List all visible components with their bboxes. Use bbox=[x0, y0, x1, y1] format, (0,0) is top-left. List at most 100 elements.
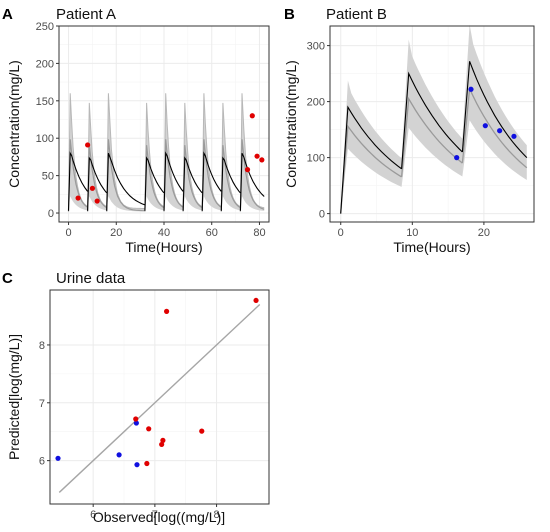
panel-c-points bbox=[55, 297, 259, 468]
x-tick-label: 10 bbox=[406, 227, 418, 239]
median-line-segment bbox=[400, 96, 463, 177]
observed-point-red bbox=[259, 157, 265, 163]
x-tick-label: 7 bbox=[152, 509, 158, 521]
prediction-interval-band bbox=[462, 24, 527, 180]
panel-c-title: Urine data bbox=[56, 270, 126, 287]
y-tick-label: 50 bbox=[42, 171, 54, 183]
upper-interval-line bbox=[239, 93, 265, 212]
panel-a-observed-points bbox=[75, 113, 265, 204]
observed-point-red bbox=[254, 153, 260, 159]
median-line-segment bbox=[461, 86, 528, 169]
fit-line-segment bbox=[163, 151, 184, 211]
x-tick-label: 8 bbox=[214, 509, 220, 521]
fit-line-segment bbox=[401, 71, 463, 169]
observed-point-red bbox=[94, 198, 100, 204]
panel-b-x-ticks: 0 10 20 bbox=[338, 222, 490, 239]
fit-line-segment bbox=[340, 105, 402, 214]
panel-b-title: Patient B bbox=[326, 6, 387, 23]
observed-point-red bbox=[133, 416, 139, 422]
observed-point-blue bbox=[55, 455, 61, 461]
observed-point-red bbox=[144, 460, 150, 467]
y-tick-label: 6 bbox=[39, 456, 45, 468]
y-tick-label: 200 bbox=[36, 58, 54, 70]
fit-line-segment bbox=[239, 152, 265, 211]
panel-a-fit-line bbox=[67, 151, 265, 211]
panel-a-band bbox=[68, 93, 265, 212]
observed-point-red bbox=[89, 185, 96, 191]
panel-a-x-ticks: 0 20 40 60 80 bbox=[65, 222, 266, 239]
panel-b-x-axis-title: Time(Hours) bbox=[393, 239, 470, 255]
fit-line-segment bbox=[87, 156, 108, 211]
panel-c-grid bbox=[50, 290, 269, 504]
panel-c-y-ticks: 6 7 8 bbox=[39, 340, 50, 468]
y-tick-label: 8 bbox=[39, 340, 45, 352]
observed-point-red bbox=[244, 167, 251, 173]
x-tick-label: 40 bbox=[158, 227, 170, 239]
observed-point-red bbox=[159, 441, 165, 448]
panel-b-y-axis-title: Concentration(mg/L) bbox=[283, 60, 299, 188]
panel-c-x-axis-title: Observed[log((mg/L)] bbox=[93, 509, 225, 525]
panel-c-plot-frame bbox=[49, 289, 270, 505]
y-tick-label: 150 bbox=[36, 96, 54, 108]
upper-interval-line bbox=[106, 93, 145, 212]
panel-a-title: Patient A bbox=[56, 6, 116, 23]
y-tick-label: 0 bbox=[319, 209, 325, 221]
observed-point-red bbox=[163, 308, 170, 314]
observed-point-red bbox=[160, 437, 166, 443]
panel-b-observed-points bbox=[454, 86, 517, 161]
observed-point-blue bbox=[116, 452, 122, 458]
observed-point-red bbox=[85, 142, 91, 148]
panel-a-y-axis-title: Concentration(mg/L) bbox=[6, 60, 22, 188]
identity-line bbox=[58, 303, 261, 493]
prediction-interval-band bbox=[340, 80, 402, 214]
x-tick-label: 20 bbox=[478, 227, 490, 239]
panel-b-fit-line bbox=[340, 61, 528, 214]
fit-line-segment bbox=[182, 156, 203, 211]
observed-point-blue bbox=[133, 420, 139, 426]
x-tick-label: 0 bbox=[65, 227, 71, 239]
y-tick-label: 100 bbox=[307, 153, 325, 165]
prediction-interval-band bbox=[164, 93, 184, 212]
panel-c-y-axis-title: Predicted[log(mg/L)] bbox=[6, 334, 22, 460]
fit-line-segment bbox=[67, 151, 89, 211]
observed-point-red bbox=[75, 195, 81, 201]
fit-line-segment bbox=[220, 156, 241, 211]
y-tick-label: 0 bbox=[48, 208, 54, 220]
prediction-interval-band bbox=[240, 93, 265, 212]
panel-a: A Patient A 0 20 40 60 80 0 50 100 150 200 250 Ti… bbox=[2, 6, 270, 255]
panel-c-tag: C bbox=[2, 270, 13, 287]
panel-a-y-ticks: 0 50 100 150 200 250 bbox=[36, 21, 59, 220]
observed-point-red bbox=[249, 113, 255, 119]
prediction-interval-band bbox=[202, 93, 222, 212]
x-tick-label: 60 bbox=[206, 227, 218, 239]
panel-c-x-ticks: 6 7 8 bbox=[90, 504, 220, 521]
y-tick-label: 100 bbox=[36, 133, 54, 145]
x-tick-label: 0 bbox=[338, 227, 344, 239]
panel-b-plot-frame bbox=[329, 25, 535, 223]
fit-line-segment bbox=[106, 153, 146, 211]
panel-b-median-line bbox=[340, 86, 528, 214]
observed-point-red bbox=[146, 426, 152, 432]
x-tick-label: 80 bbox=[253, 227, 265, 239]
prediction-interval-band bbox=[144, 102, 164, 212]
fit-line-segment bbox=[144, 156, 165, 211]
prediction-interval-band bbox=[87, 102, 107, 212]
observed-point-blue bbox=[468, 86, 474, 92]
prediction-interval-band bbox=[106, 93, 145, 212]
observed-point-blue bbox=[454, 155, 460, 161]
median-line-segment bbox=[340, 124, 402, 214]
y-tick-label: 7 bbox=[39, 398, 45, 410]
panel-b-y-ticks: 0 100 200 300 bbox=[307, 41, 330, 221]
observed-point-blue bbox=[497, 128, 503, 134]
panel-c: C Urine data 6 7 8 6 7 8 Observed[log((mg/L)… bbox=[2, 270, 270, 525]
median-line-segment bbox=[106, 139, 145, 212]
observed-point-blue bbox=[511, 133, 517, 139]
fit-line-segment bbox=[201, 151, 222, 211]
fit-line-segment bbox=[461, 61, 528, 158]
y-tick-label: 250 bbox=[36, 21, 54, 33]
x-tick-label: 20 bbox=[110, 227, 122, 239]
prediction-interval-band bbox=[221, 102, 241, 212]
prediction-interval-band bbox=[183, 102, 203, 212]
observed-point-blue bbox=[134, 462, 140, 468]
